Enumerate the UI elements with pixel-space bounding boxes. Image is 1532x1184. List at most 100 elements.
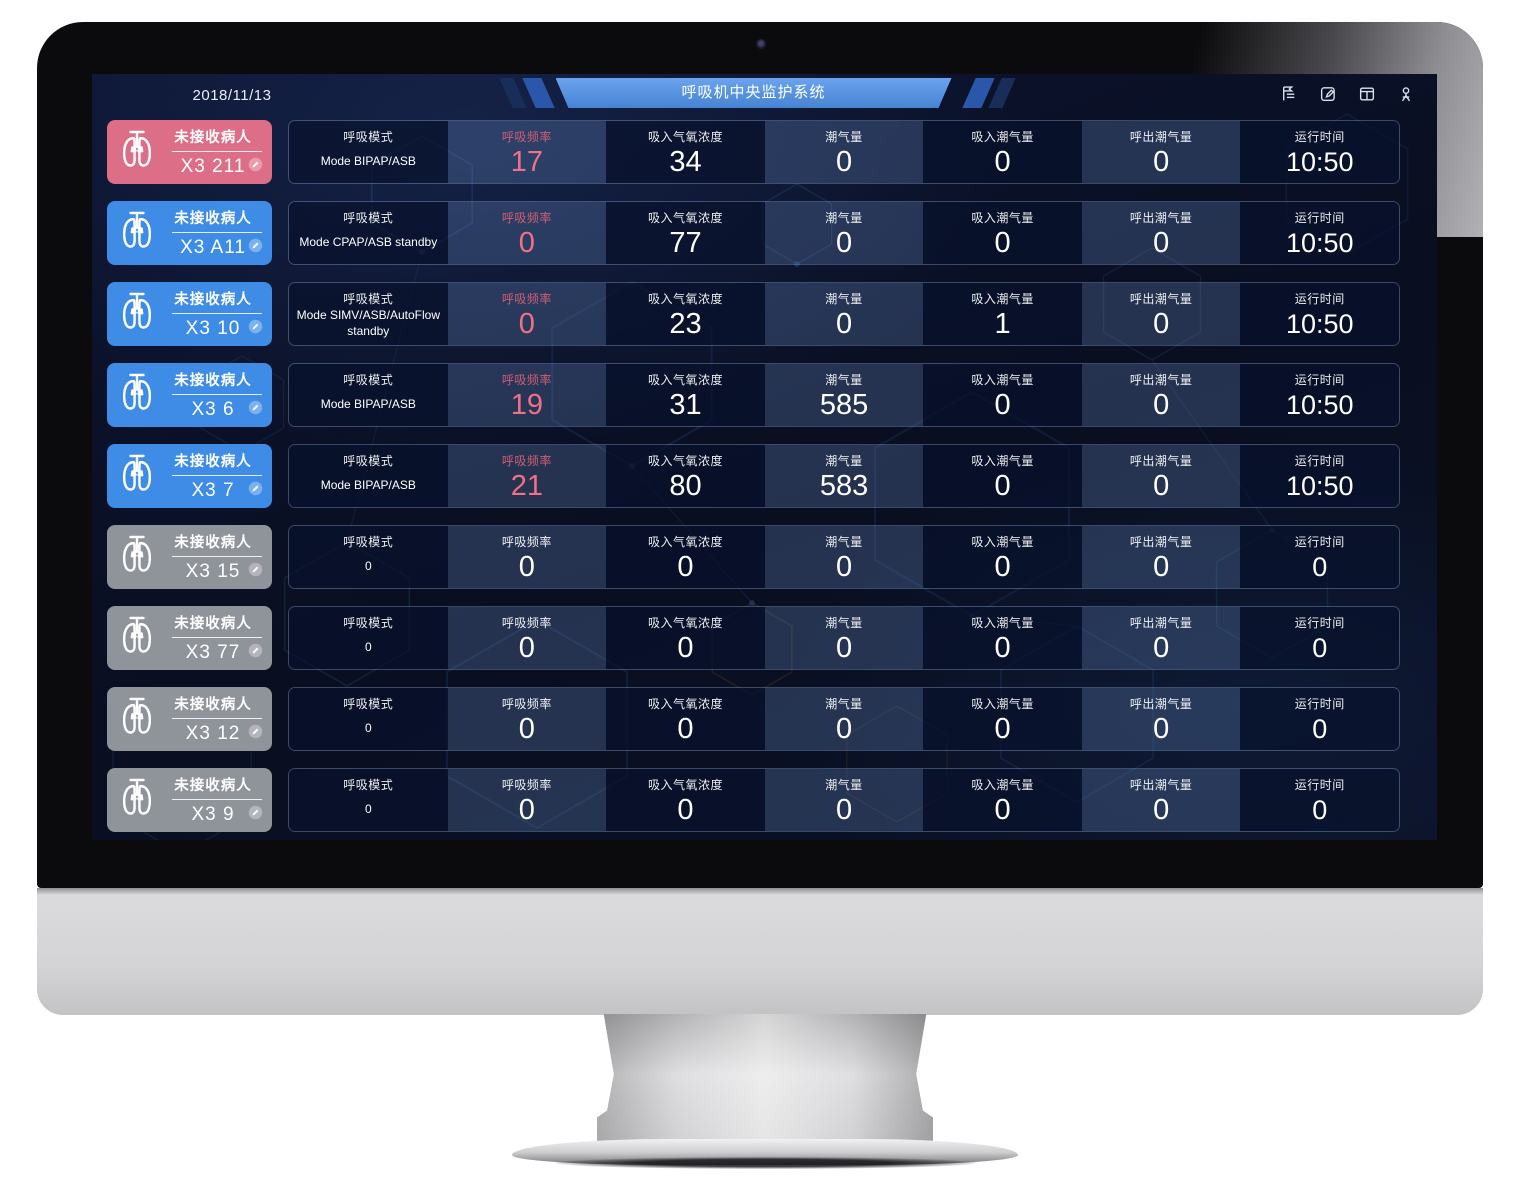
cell-value: 0 xyxy=(677,713,694,745)
cell-label: 运行时间 xyxy=(1294,373,1345,387)
edit-pencil-icon[interactable] xyxy=(248,157,263,177)
cell-value: Mode BIPAP/ASB xyxy=(320,397,416,412)
patient-card[interactable]: 未接收病人 X3 6 xyxy=(107,363,272,427)
cell-label: 潮气量 xyxy=(825,373,863,387)
patient-status: 未接收病人 xyxy=(174,453,252,470)
cell-value: 0 xyxy=(1153,389,1170,421)
cell-label: 呼吸模式 xyxy=(343,130,394,144)
cell-mode: 呼吸模式 Mode BIPAP/ASB xyxy=(289,364,448,426)
cell-value: 0 xyxy=(1153,794,1170,826)
patient-card[interactable]: 未接收病人 X3 12 xyxy=(107,687,272,751)
cell-value: 80 xyxy=(669,470,702,502)
edit-pencil-icon[interactable] xyxy=(248,238,263,258)
cell-label: 吸入潮气量 xyxy=(971,535,1034,549)
monitor-chin xyxy=(37,888,1483,1015)
patient-card[interactable]: 未接收病人 X3 A11 xyxy=(107,201,272,265)
cell-value: 0 xyxy=(518,794,535,826)
user-icon[interactable] xyxy=(1397,85,1415,103)
cell-vt: 潮气量 0 xyxy=(764,607,924,669)
cell-value: 0 xyxy=(835,713,853,745)
patient-id: X3 9 xyxy=(191,803,235,825)
banner-stripe-left-outer xyxy=(499,78,527,108)
edit-pencil-icon[interactable] xyxy=(248,643,263,663)
patient-card-text: 未接收病人 X3 12 xyxy=(160,693,264,746)
cell-vt: 潮气量 585 xyxy=(764,364,924,426)
cell-vte: 呼出潮气量 0 xyxy=(1081,445,1241,507)
patient-id: X3 12 xyxy=(185,722,241,744)
edit-note-icon[interactable] xyxy=(1319,85,1337,103)
cell-label: 运行时间 xyxy=(1294,697,1345,711)
window-layout-icon[interactable] xyxy=(1358,85,1376,103)
cell-vt: 潮气量 0 xyxy=(764,283,924,345)
cell-label: 呼出潮气量 xyxy=(1129,697,1193,711)
cell-label: 呼出潮气量 xyxy=(1129,130,1193,144)
patient-line: 未接收病人 X3 6 呼吸模式 Mode BIPAP/ASB 呼吸频率 19 吸入气氧浓… xyxy=(107,363,1400,427)
date-label: 2018/11/13 xyxy=(192,87,272,104)
edit-pencil-icon[interactable] xyxy=(248,805,263,825)
vitals-row: 呼吸模式 0 呼吸频率 0 吸入气氧浓度 0 潮气量 0 吸入潮气量 0 呼出潮气量 0 运行时间 0 xyxy=(288,687,1400,751)
edit-pencil-icon[interactable] xyxy=(248,724,263,744)
cell-fio2: 吸入气氧浓度 0 xyxy=(606,769,765,831)
cell-label: 呼吸频率 xyxy=(501,616,552,630)
lungs-icon xyxy=(114,451,160,502)
cell-label: 潮气量 xyxy=(825,130,863,144)
cell-value: 0 xyxy=(1153,470,1170,502)
patient-line: 未接收病人 X3 7 呼吸模式 Mode BIPAP/ASB 呼吸频率 21 吸入气氧浓… xyxy=(107,444,1400,508)
cell-value: 0 xyxy=(994,470,1011,502)
patient-status: 未接收病人 xyxy=(174,615,252,632)
patient-list: 未接收病人 X3 211 呼吸模式 Mode BIPAP/ASB 呼吸频率 17 吸入气… xyxy=(107,120,1400,840)
patient-card[interactable]: 未接收病人 X3 15 xyxy=(107,525,272,589)
cell-label: 吸入潮气量 xyxy=(971,211,1034,225)
patient-status: 未接收病人 xyxy=(174,291,252,308)
cell-value: 0 xyxy=(835,551,853,583)
card-divider xyxy=(172,231,262,233)
patient-card-text: 未接收病人 X3 7 xyxy=(160,450,264,503)
cell-value: 0 xyxy=(1312,714,1328,744)
cell-value: 0 xyxy=(1153,146,1170,178)
cell-label: 呼吸模式 xyxy=(343,454,394,468)
cell-label: 吸入气氧浓度 xyxy=(647,373,723,387)
patient-card[interactable]: 未接收病人 X3 7 xyxy=(107,444,272,508)
cell-vti: 吸入潮气量 0 xyxy=(923,445,1082,507)
patient-id: X3 15 xyxy=(185,560,241,582)
card-divider xyxy=(172,636,262,638)
patient-card-text: 未接收病人 X3 211 xyxy=(160,126,264,179)
cell-label: 运行时间 xyxy=(1294,778,1345,792)
card-divider xyxy=(172,798,262,800)
vitals-row: 呼吸模式 Mode SIMV/ASB/AutoFlow standby 呼吸频率 0 吸… xyxy=(288,282,1400,346)
cell-label: 呼吸模式 xyxy=(343,778,394,792)
edit-pencil-icon[interactable] xyxy=(248,400,263,420)
lungs-icon xyxy=(114,289,160,340)
cell-vte: 呼出潮气量 0 xyxy=(1081,283,1241,345)
edit-pencil-icon[interactable] xyxy=(248,481,263,501)
cell-value: 0 xyxy=(518,713,535,745)
monitor-stand-neck xyxy=(597,1014,933,1148)
patient-card[interactable]: 未接收病人 X3 9 xyxy=(107,768,272,832)
cell-value: 0 xyxy=(994,146,1011,178)
cell-mode: 呼吸模式 Mode CPAP/ASB standby xyxy=(289,202,448,264)
cell-value: 0 xyxy=(994,227,1011,259)
cell-label: 呼吸频率 xyxy=(501,778,552,792)
cell-rr: 呼吸频率 21 xyxy=(447,445,607,507)
cell-label: 吸入气氧浓度 xyxy=(647,616,723,630)
patient-card[interactable]: 未接收病人 X3 77 xyxy=(107,606,272,670)
vitals-row: 呼吸模式 Mode BIPAP/ASB 呼吸频率 19 吸入气氧浓度 31 潮气量 585 吸入… xyxy=(288,363,1400,427)
cell-label: 运行时间 xyxy=(1294,535,1345,549)
toolbar xyxy=(1280,85,1415,103)
cell-value: 77 xyxy=(669,227,702,259)
cell-mode: 呼吸模式 0 xyxy=(289,688,448,750)
cell-mode: 呼吸模式 0 xyxy=(289,607,448,669)
log-list-icon[interactable] xyxy=(1280,85,1298,103)
patient-card[interactable]: 未接收病人 X3 211 xyxy=(107,120,272,184)
edit-pencil-icon[interactable] xyxy=(248,319,263,339)
edit-pencil-icon[interactable] xyxy=(248,562,263,582)
cell-label: 潮气量 xyxy=(825,616,863,630)
banner-stripe-left-inner xyxy=(522,78,555,108)
patient-card[interactable]: 未接收病人 X3 10 xyxy=(107,282,272,346)
patient-line: 未接收病人 X3 211 呼吸模式 Mode BIPAP/ASB 呼吸频率 17 吸入气… xyxy=(107,120,1400,184)
vitals-row: 呼吸模式 Mode CPAP/ASB standby 呼吸频率 0 吸入气氧浓度 77 潮气… xyxy=(288,201,1400,265)
cell-time: 运行时间 0 xyxy=(1240,607,1399,669)
cell-fio2: 吸入气氧浓度 34 xyxy=(606,121,765,183)
cell-value: 0 xyxy=(677,632,694,664)
patient-id: X3 211 xyxy=(180,155,246,177)
